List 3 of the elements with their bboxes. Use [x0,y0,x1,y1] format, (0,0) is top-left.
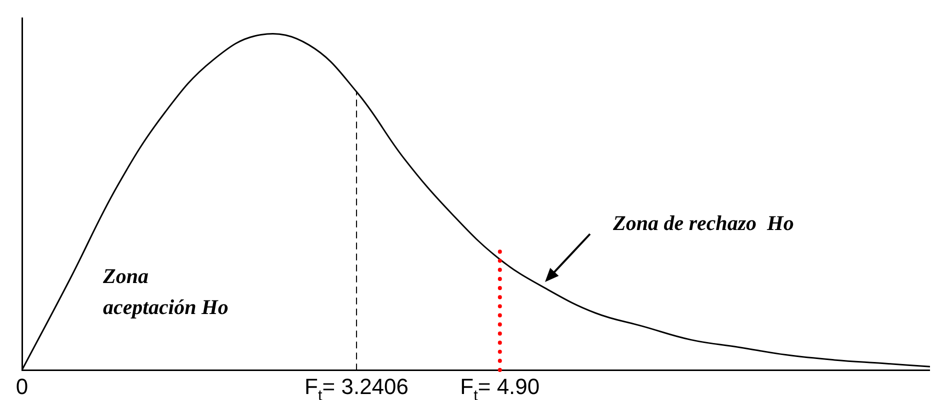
x-tick-label: 0 [16,374,28,399]
annotation: Zona de rechazo Ho [612,211,794,235]
annotation: Zona aceptación Ho [102,264,228,319]
